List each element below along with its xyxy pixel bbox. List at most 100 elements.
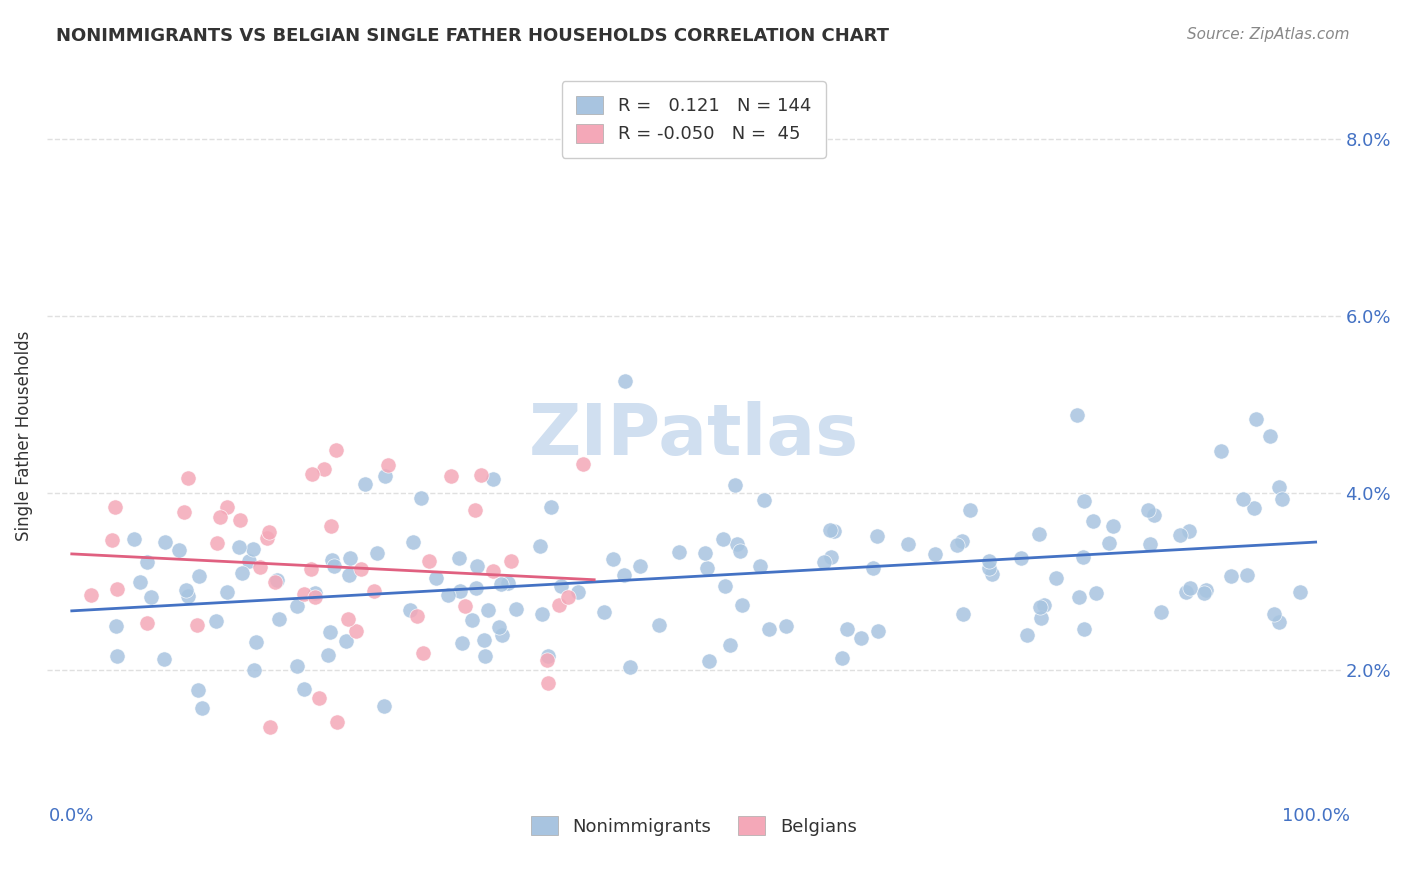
Point: [477, 602, 499, 616]
Point: [304, 586, 326, 600]
Point: [337, 568, 360, 582]
Point: [229, 513, 252, 527]
Point: [693, 546, 716, 560]
Point: [242, 541, 264, 556]
Point: [711, 533, 734, 547]
Point: [1260, 429, 1282, 443]
Point: [648, 617, 671, 632]
Point: [488, 620, 510, 634]
Point: [540, 500, 562, 515]
Point: [1180, 581, 1202, 595]
Point: [373, 699, 395, 714]
Point: [628, 558, 651, 573]
Point: [1143, 508, 1166, 523]
Point: [337, 612, 360, 626]
Point: [454, 599, 477, 613]
Point: [862, 560, 884, 574]
Point: [1045, 571, 1067, 585]
Point: [464, 503, 486, 517]
Point: [374, 469, 396, 483]
Point: [1102, 519, 1125, 533]
Point: [215, 500, 238, 514]
Point: [536, 653, 558, 667]
Point: [461, 613, 484, 627]
Point: [472, 633, 495, 648]
Point: [304, 590, 326, 604]
Point: [1219, 568, 1241, 582]
Point: [1195, 582, 1218, 597]
Legend: Nonimmigrants, Belgians: Nonimmigrants, Belgians: [522, 807, 866, 845]
Point: [465, 582, 488, 596]
Point: [959, 502, 981, 516]
Point: [530, 607, 553, 621]
Point: [547, 598, 569, 612]
Point: [748, 559, 770, 574]
Point: [139, 590, 162, 604]
Point: [231, 566, 253, 581]
Point: [1211, 443, 1233, 458]
Point: [1236, 568, 1258, 582]
Point: [425, 571, 447, 585]
Point: [301, 467, 323, 482]
Point: [831, 651, 853, 665]
Point: [1028, 527, 1050, 541]
Point: [292, 587, 315, 601]
Point: [176, 589, 198, 603]
Point: [1263, 607, 1285, 621]
Point: [725, 537, 748, 551]
Point: [952, 607, 974, 622]
Point: [205, 536, 228, 550]
Point: [537, 649, 560, 664]
Point: [1033, 598, 1056, 612]
Point: [285, 658, 308, 673]
Point: [1071, 549, 1094, 564]
Point: [245, 635, 267, 649]
Y-axis label: Single Father Households: Single Father Households: [15, 330, 32, 541]
Point: [946, 538, 969, 552]
Point: [613, 568, 636, 582]
Point: [752, 493, 775, 508]
Point: [104, 500, 127, 514]
Point: [350, 562, 373, 576]
Point: [325, 443, 347, 458]
Point: [499, 554, 522, 568]
Point: [136, 555, 159, 569]
Point: [308, 690, 330, 705]
Point: [321, 553, 343, 567]
Point: [619, 660, 641, 674]
Point: [314, 462, 336, 476]
Point: [849, 631, 872, 645]
Text: ZIPatlas: ZIPatlas: [529, 401, 859, 470]
Point: [191, 701, 214, 715]
Point: [977, 561, 1000, 575]
Point: [174, 582, 197, 597]
Point: [491, 628, 513, 642]
Point: [1085, 586, 1108, 600]
Point: [153, 535, 176, 549]
Point: [256, 531, 278, 545]
Point: [1271, 492, 1294, 507]
Point: [465, 558, 488, 573]
Point: [1288, 585, 1310, 599]
Point: [474, 649, 496, 664]
Point: [1268, 479, 1291, 493]
Point: [344, 624, 367, 638]
Point: [1073, 622, 1095, 636]
Point: [491, 577, 513, 591]
Point: [177, 471, 200, 485]
Point: [257, 524, 280, 539]
Point: [613, 374, 636, 388]
Point: [758, 622, 780, 636]
Point: [1177, 524, 1199, 539]
Point: [319, 624, 342, 639]
Point: [1243, 500, 1265, 515]
Point: [1066, 408, 1088, 422]
Point: [228, 540, 250, 554]
Point: [354, 476, 377, 491]
Point: [868, 624, 890, 639]
Point: [215, 585, 238, 599]
Point: [122, 532, 145, 546]
Point: [450, 636, 472, 650]
Point: [823, 524, 845, 539]
Point: [550, 579, 572, 593]
